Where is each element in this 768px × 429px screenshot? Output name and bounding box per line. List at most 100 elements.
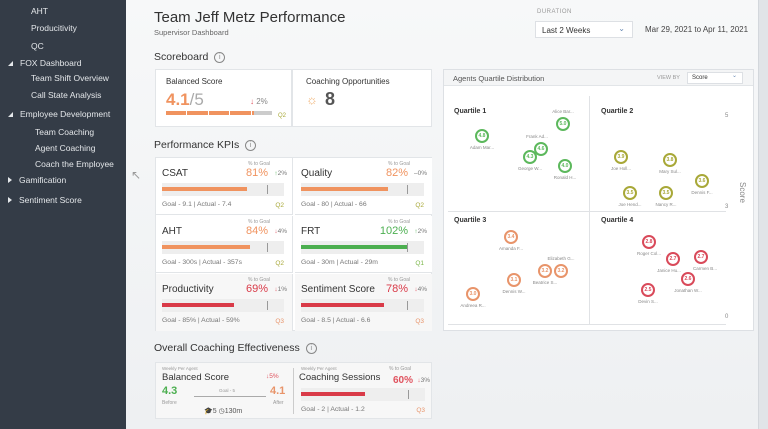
agent-name: Jonathan W... [674, 288, 702, 293]
dash-icon: – [413, 170, 418, 177]
duration-label: DURATION [537, 9, 572, 15]
agent-bubble[interactable]: 3.4 [504, 230, 518, 244]
info-icon[interactable]: i [305, 342, 317, 354]
quartile-badge: Q2 [415, 202, 424, 209]
sidebar-item-label: Gamification [19, 175, 67, 185]
sidebar-item[interactable]: Coach the Employee [35, 159, 114, 169]
lightbulb-icon: ☼ [306, 92, 318, 107]
goal-actual: Goal - 85% | Actual - 59% [162, 317, 240, 324]
score-segment [187, 111, 208, 115]
change: ↓3% [417, 377, 430, 384]
agent-bubble[interactable]: 3.9 [614, 150, 628, 164]
agent-bubble[interactable]: 3.5 [623, 186, 637, 200]
agent-name: Ronald H... [553, 175, 577, 180]
kpi-change: ↓4% [414, 286, 427, 293]
date-range: Mar 29, 2021 to Apr 11, 2021 [645, 25, 749, 34]
agent-name: Mary Sul... [659, 169, 681, 174]
caption: Weekly Per Agent [301, 366, 337, 371]
quartile-badge: Q2 [278, 113, 287, 119]
pct-to-goal-label: % to Goal [389, 366, 411, 372]
agent-bubble[interactable]: 4.3 [523, 150, 537, 164]
sidebar: AHT Producitivity QC FOX Dashboard Team Shif… [0, 0, 126, 429]
agent-bubble[interactable]: 2.7 [694, 250, 708, 264]
sidebar-item[interactable]: Employee Development [8, 109, 110, 119]
agent-bubble[interactable]: 4.8 [475, 129, 489, 143]
quartile-distribution-panel: Agents Quartile Distribution VIEW BY Sco… [443, 69, 754, 331]
agent-bubble[interactable]: 5.0 [556, 117, 570, 131]
sidebar-item[interactable]: Agent Coaching [35, 143, 96, 153]
kpi-name: Productivity [162, 284, 214, 295]
sidebar-item[interactable]: Call State Analysis [31, 90, 101, 100]
sidebar-item-label: Sentiment Score [19, 195, 82, 205]
view-by-dropdown[interactable]: Score ⌄ [687, 72, 743, 84]
sidebar-item[interactable]: Team Shift Overview [31, 73, 109, 83]
goal-actual: Goal - 80 | Actual - 66 [301, 201, 367, 208]
pct-to-goal-label: % to Goal [248, 219, 270, 225]
agent-bubble[interactable]: 3.6 [695, 174, 709, 188]
kpi-card-sentiment-score[interactable]: Sentiment Score % to Goal 78% ↓4% Goal -… [295, 274, 432, 331]
kpi-card-csat[interactable]: CSAT % to Goal 81% ↑2% Goal - 9.1 | Actu… [156, 158, 293, 215]
kpi-card-frt[interactable]: FRT % to Goal 102% ↑2% Goal - 30m | Actu… [295, 216, 432, 273]
page-title: Team Jeff Metz Performance [154, 9, 346, 26]
axis-tick: 0 [725, 314, 729, 320]
kpi-change: ↓1% [274, 286, 287, 293]
balanced-score-label: Balanced Score [162, 372, 230, 383]
kpi-card-aht[interactable]: AHT % to Goal 84% ↓4% Goal - 300s | Actu… [156, 216, 293, 273]
coaching-sessions-kpi[interactable]: Weekly Per Agent Coaching Sessions % to … [295, 363, 433, 420]
sidebar-item[interactable]: Gamification [8, 175, 66, 185]
sidebar-item[interactable]: Producitivity [31, 23, 77, 33]
agent-bubble[interactable]: 3.2 [554, 264, 568, 278]
balanced-score-card[interactable]: Balanced Score 4.1/5 ↓ 2% Q2 [155, 69, 292, 127]
sidebar-item[interactable]: Team Coaching [35, 127, 94, 137]
kpi-name: AHT [162, 226, 182, 237]
kpi-card-productivity[interactable]: Productivity % to Goal 69% ↓1% Goal - 85… [156, 274, 293, 331]
agent-bubble[interactable]: 4.0 [558, 159, 572, 173]
scrollbar[interactable] [758, 0, 768, 429]
kpi-change: ↓4% [274, 228, 287, 235]
agent-name: Carmen B... [692, 266, 718, 271]
goal-label: Goal - 5 [219, 388, 236, 393]
sidebar-item[interactable]: QC [31, 41, 44, 51]
agent-bubble[interactable]: 4.6 [534, 142, 548, 156]
agent-bubble[interactable]: 3.8 [663, 153, 677, 167]
kpi-name: Quality [301, 168, 333, 179]
coaching-opportunities-card[interactable]: Coaching Opportunities ☼ 8 [292, 69, 432, 127]
agent-bubble[interactable]: 2.6 [681, 272, 695, 286]
balanced-score-label: Balanced Score [166, 77, 223, 86]
agent-bubble[interactable]: 3.1 [507, 273, 521, 287]
duration-value: Last 2 Weeks [542, 26, 591, 35]
agent-name: Joe Hend... [618, 202, 642, 207]
agent-bubble[interactable]: 3.2 [538, 264, 552, 278]
sidebar-item[interactable]: FOX Dashboard [8, 58, 81, 68]
agent-bubble[interactable]: 3.5 [659, 186, 673, 200]
info-icon[interactable]: i [245, 139, 257, 151]
after-label: After [273, 400, 284, 406]
agent-bubble[interactable]: 3.0 [466, 287, 480, 301]
goal-actual: Goal - 300s | Actual - 357s [162, 259, 242, 266]
sidebar-item[interactable]: AHT [31, 6, 48, 16]
agent-name: Nancy R... [655, 202, 677, 207]
scoreboard-heading: Scoreboard i [154, 51, 226, 63]
agent-bubble[interactable]: 2.5 [641, 283, 655, 297]
pct-to-goal-label: % to Goal [388, 277, 410, 283]
kpi-pct: 78% [385, 283, 408, 295]
sidebar-item[interactable]: Sentiment Score [8, 195, 82, 205]
pct-to-goal-label: % to Goal [388, 219, 410, 225]
duration-dropdown[interactable]: Last 2 Weeks ⌄ [535, 21, 633, 38]
sidebar-item-label: Call State Analysis [31, 90, 102, 100]
kpi-change: ↑2% [414, 228, 427, 235]
goal-actual: Goal - 8.5 | Actual - 6.6 [301, 317, 371, 324]
agent-name: Joe Holl... [610, 166, 632, 171]
caret-right-icon [8, 197, 12, 203]
kpi-card-quality[interactable]: Quality % to Goal 82% –0% Goal - 80 | Ac… [295, 158, 432, 215]
view-by-label: VIEW BY [657, 75, 680, 81]
agent-name: Janice Hu... [657, 268, 681, 273]
balanced-change: ↓5% [266, 373, 279, 380]
info-icon[interactable]: i [214, 51, 226, 63]
agent-bubble[interactable]: 2.8 [642, 235, 656, 249]
axis-tick: 3 [725, 204, 729, 210]
caret-right-icon [8, 177, 12, 183]
quartile-title: Quartile 2 [601, 108, 634, 115]
quartile-title: Quartile 3 [454, 217, 487, 224]
agent-bubble[interactable]: 2.7 [666, 252, 680, 266]
